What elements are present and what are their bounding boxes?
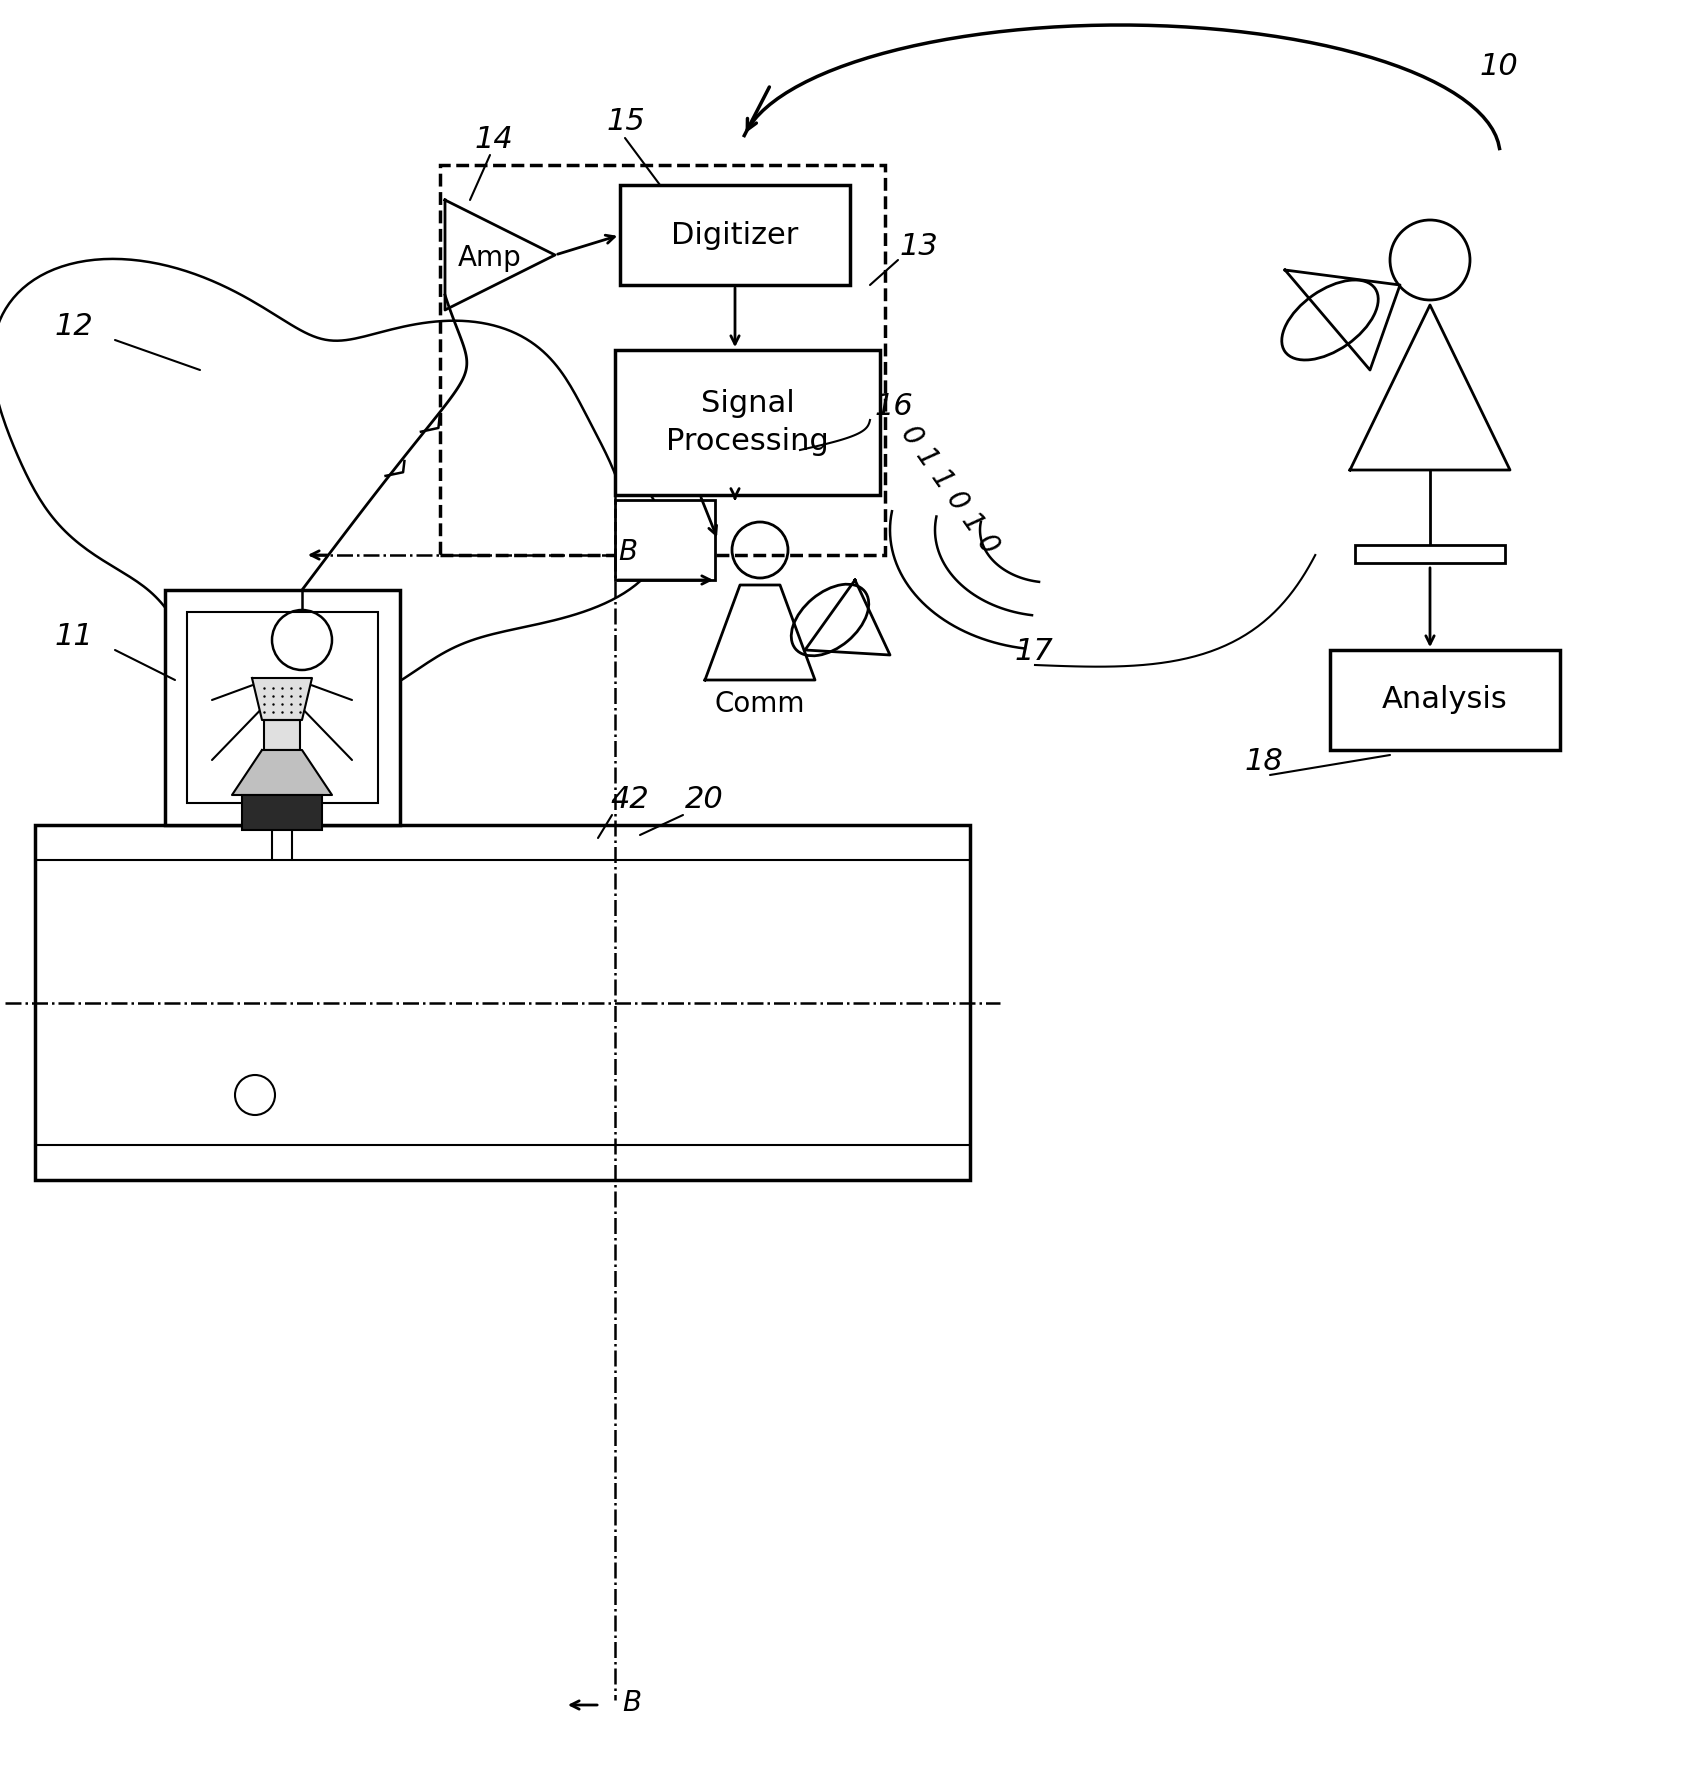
Text: 18: 18 <box>1244 747 1283 776</box>
FancyBboxPatch shape <box>164 589 400 825</box>
Text: 11: 11 <box>54 621 93 651</box>
FancyBboxPatch shape <box>264 801 300 822</box>
Text: Amp: Amp <box>459 243 521 272</box>
Polygon shape <box>252 678 312 721</box>
FancyBboxPatch shape <box>1354 545 1505 563</box>
Text: B: B <box>621 1690 642 1716</box>
Text: 10: 10 <box>1480 51 1519 82</box>
Text: Digitizer: Digitizer <box>672 220 799 250</box>
Text: 15: 15 <box>608 106 645 137</box>
FancyBboxPatch shape <box>36 825 970 1180</box>
FancyBboxPatch shape <box>620 185 850 286</box>
Text: Analysis: Analysis <box>1381 685 1508 715</box>
Text: 20: 20 <box>686 785 723 815</box>
Text: Comm: Comm <box>714 690 806 719</box>
FancyBboxPatch shape <box>615 350 880 495</box>
Text: 14: 14 <box>476 124 513 154</box>
FancyBboxPatch shape <box>186 612 378 802</box>
Text: 42: 42 <box>609 785 648 815</box>
Text: 12: 12 <box>54 312 93 341</box>
FancyBboxPatch shape <box>1331 650 1559 751</box>
FancyBboxPatch shape <box>264 721 300 751</box>
Text: 0 1 1 0 1 0: 0 1 1 0 1 0 <box>896 421 1004 559</box>
Polygon shape <box>232 751 332 795</box>
Text: 13: 13 <box>901 233 938 261</box>
Text: Signal
Processing: Signal Processing <box>665 389 830 456</box>
FancyBboxPatch shape <box>615 501 714 580</box>
Text: 16: 16 <box>875 392 914 421</box>
Text: B: B <box>618 538 637 566</box>
FancyBboxPatch shape <box>242 795 322 831</box>
Text: 17: 17 <box>1016 637 1053 666</box>
